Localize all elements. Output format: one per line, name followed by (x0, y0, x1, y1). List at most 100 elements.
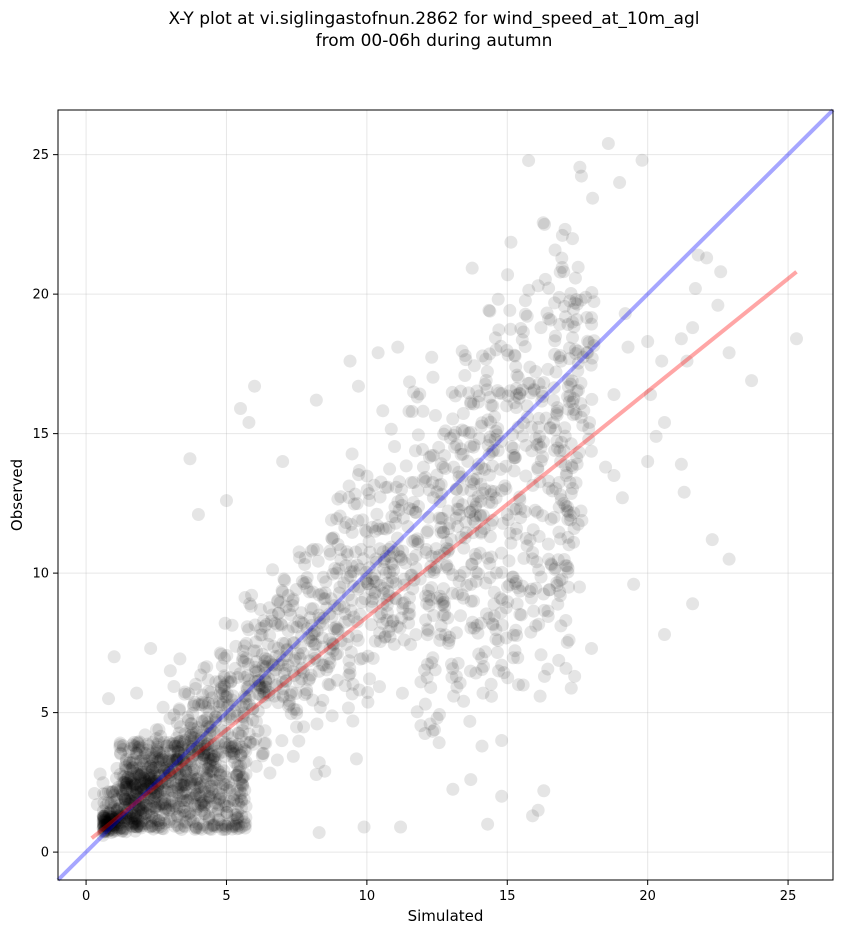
data-point (418, 663, 432, 677)
data-point (160, 739, 174, 753)
data-point (99, 815, 113, 829)
data-point (479, 373, 493, 387)
data-point (123, 809, 137, 823)
data-point (145, 781, 159, 795)
data-point (242, 673, 256, 687)
data-point (129, 785, 143, 799)
data-point (586, 191, 600, 205)
data-point (286, 636, 300, 650)
data-point (536, 216, 550, 230)
data-point (398, 556, 412, 570)
data-point (193, 780, 207, 794)
data-point (137, 776, 151, 790)
data-point (194, 798, 208, 812)
data-point (192, 788, 206, 802)
data-point (513, 490, 527, 504)
data-point (200, 711, 214, 725)
data-point (228, 704, 242, 718)
data-point (197, 749, 211, 763)
data-point (126, 778, 140, 792)
data-point (113, 740, 127, 754)
data-point (172, 750, 186, 764)
data-point (239, 697, 253, 711)
data-point (511, 651, 525, 665)
data-point (386, 614, 400, 628)
data-point (564, 437, 578, 451)
data-point (205, 723, 219, 737)
data-point (532, 377, 546, 391)
data-point (467, 477, 481, 491)
data-point (183, 805, 197, 819)
data-point (171, 757, 185, 771)
data-point (403, 375, 417, 389)
data-point (126, 764, 140, 778)
data-point (544, 313, 558, 327)
data-point (382, 589, 396, 603)
data-point (110, 793, 124, 807)
data-point (173, 768, 187, 782)
y-tick-label: 0 (41, 846, 49, 861)
data-point (500, 343, 514, 357)
data-point (520, 539, 534, 553)
data-point (362, 672, 376, 686)
data-point (190, 781, 204, 795)
data-point (437, 582, 451, 596)
data-point (105, 785, 119, 799)
data-point (124, 794, 138, 808)
data-point (132, 819, 146, 833)
data-point (136, 783, 150, 797)
data-point (448, 440, 462, 454)
data-point (200, 719, 214, 733)
data-point (113, 821, 127, 835)
data-point (401, 520, 415, 534)
data-point (133, 739, 147, 753)
data-point (549, 482, 563, 496)
data-point (167, 799, 181, 813)
data-point (162, 815, 176, 829)
data-point (361, 649, 375, 663)
data-point (298, 551, 312, 565)
data-point (499, 601, 513, 615)
data-point (109, 814, 123, 828)
data-point (185, 717, 199, 731)
data-point (371, 519, 385, 533)
data-point (548, 561, 562, 575)
data-point (152, 814, 166, 828)
data-point (364, 582, 378, 596)
data-point (130, 786, 144, 800)
data-point (492, 386, 506, 400)
data-point (162, 803, 176, 817)
data-point (367, 575, 381, 589)
data-point (516, 429, 530, 443)
data-point (114, 816, 128, 830)
data-point (146, 774, 160, 788)
data-point (116, 782, 130, 796)
data-point (99, 787, 113, 801)
data-point (229, 819, 243, 833)
data-point (297, 577, 311, 591)
data-point (313, 616, 327, 630)
data-point (205, 782, 219, 796)
data-point (361, 577, 375, 591)
data-point (156, 750, 170, 764)
data-point (475, 651, 489, 665)
data-point (235, 709, 249, 723)
data-point (550, 434, 564, 448)
data-point (96, 821, 110, 835)
data-point (513, 502, 527, 516)
data-point (531, 461, 545, 475)
data-point (484, 415, 498, 429)
data-point (204, 791, 218, 805)
data-point (286, 620, 300, 634)
data-point (227, 794, 241, 808)
data-point (221, 675, 235, 689)
data-point (442, 562, 456, 576)
data-point (562, 538, 576, 552)
data-point (104, 819, 118, 833)
data-point (189, 789, 203, 803)
data-point (258, 680, 272, 694)
data-point (142, 771, 156, 785)
data-point (226, 813, 240, 827)
data-point (495, 593, 509, 607)
data-point (136, 801, 150, 815)
